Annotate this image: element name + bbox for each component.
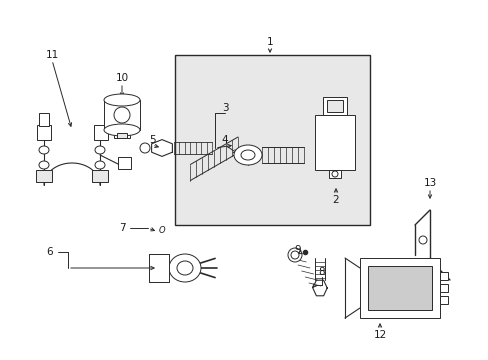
Ellipse shape	[241, 150, 254, 160]
Text: 3: 3	[221, 103, 228, 113]
Bar	[39, 113, 49, 126]
Bar	[439, 296, 447, 304]
Bar	[323, 97, 346, 115]
Ellipse shape	[95, 161, 105, 169]
Text: 8: 8	[318, 267, 325, 277]
Bar	[149, 254, 169, 282]
Bar	[104, 100, 140, 130]
Text: 11: 11	[45, 50, 59, 60]
Bar	[117, 133, 127, 138]
Text: 10: 10	[115, 73, 128, 83]
Bar	[37, 125, 51, 140]
Text: 2: 2	[332, 195, 339, 205]
Ellipse shape	[104, 124, 140, 136]
Ellipse shape	[169, 254, 201, 282]
Ellipse shape	[140, 143, 150, 153]
Bar	[367, 266, 431, 310]
Bar	[92, 170, 108, 182]
Ellipse shape	[95, 146, 105, 154]
Text: 1: 1	[266, 37, 273, 47]
Text: 4: 4	[221, 135, 228, 145]
Text: 5: 5	[148, 135, 155, 145]
Bar	[439, 284, 447, 292]
Text: O: O	[159, 225, 165, 234]
Bar	[328, 170, 340, 178]
Bar	[314, 115, 354, 170]
Text: 12: 12	[373, 330, 386, 340]
Ellipse shape	[234, 145, 262, 165]
Circle shape	[418, 236, 426, 244]
Text: 6: 6	[46, 247, 53, 257]
Ellipse shape	[39, 161, 49, 169]
Bar	[114, 130, 130, 138]
Circle shape	[331, 171, 337, 177]
Bar	[359, 258, 439, 318]
Bar	[94, 125, 108, 140]
Text: 9: 9	[294, 245, 301, 255]
Ellipse shape	[177, 261, 193, 275]
Ellipse shape	[39, 146, 49, 154]
Bar	[118, 157, 131, 169]
Bar	[326, 100, 342, 112]
Text: 13: 13	[423, 178, 436, 188]
Bar	[439, 272, 447, 280]
Circle shape	[287, 248, 302, 262]
Circle shape	[114, 107, 130, 123]
Bar	[175, 55, 369, 225]
Circle shape	[290, 251, 298, 259]
Bar	[36, 170, 52, 182]
Ellipse shape	[104, 94, 140, 106]
Text: 7: 7	[119, 223, 125, 233]
